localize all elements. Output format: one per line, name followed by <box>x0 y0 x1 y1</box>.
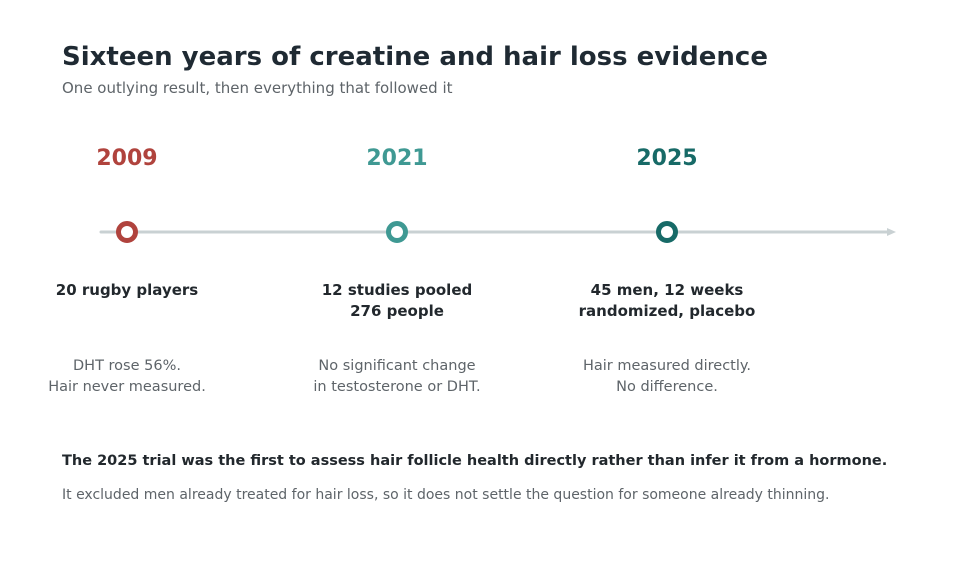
headline-line: 12 studies pooled <box>321 281 473 299</box>
detail-line: DHT rose 56%. <box>73 358 181 374</box>
milestone-headline: 20 rugby players <box>0 280 257 301</box>
detail-line: No difference. <box>616 379 718 395</box>
page-title: Sixteen years of creatine and hair loss … <box>62 42 768 72</box>
detail-line: No significant change <box>318 358 476 374</box>
caveat-note: It excluded men already treated for hair… <box>62 487 830 503</box>
detail-line: Hair never measured. <box>48 379 206 395</box>
headline-line: 20 rugby players <box>55 281 199 299</box>
detail-line: Hair measured directly. <box>582 358 752 374</box>
headline-line: 45 men, 12 weeks <box>590 281 744 299</box>
milestone-headline: 45 men, 12 weeks randomized, placebo <box>537 280 797 322</box>
milestone-detail: No significant change in testosterone or… <box>267 356 527 398</box>
milestone-headline: 12 studies pooled 276 people <box>267 280 527 322</box>
milestone-marker-2021 <box>386 221 408 243</box>
headline-line: randomized, placebo <box>578 302 756 320</box>
milestone-marker-2025 <box>656 221 678 243</box>
key-finding-note: The 2025 trial was the first to assess h… <box>62 453 888 469</box>
milestone-detail: DHT rose 56%. Hair never measured. <box>0 356 257 398</box>
milestone-marker-2009 <box>116 221 138 243</box>
milestone-year: 2021 <box>366 146 428 171</box>
milestone-detail: Hair measured directly. No difference. <box>537 356 797 398</box>
milestone-year: 2025 <box>636 146 698 171</box>
headline-line: 276 people <box>350 302 444 320</box>
page-subtitle: One outlying result, then everything tha… <box>62 79 453 97</box>
milestone-year: 2009 <box>96 146 158 171</box>
detail-line: in testosterone or DHT. <box>313 379 481 395</box>
timeline-arrowhead <box>887 228 896 236</box>
